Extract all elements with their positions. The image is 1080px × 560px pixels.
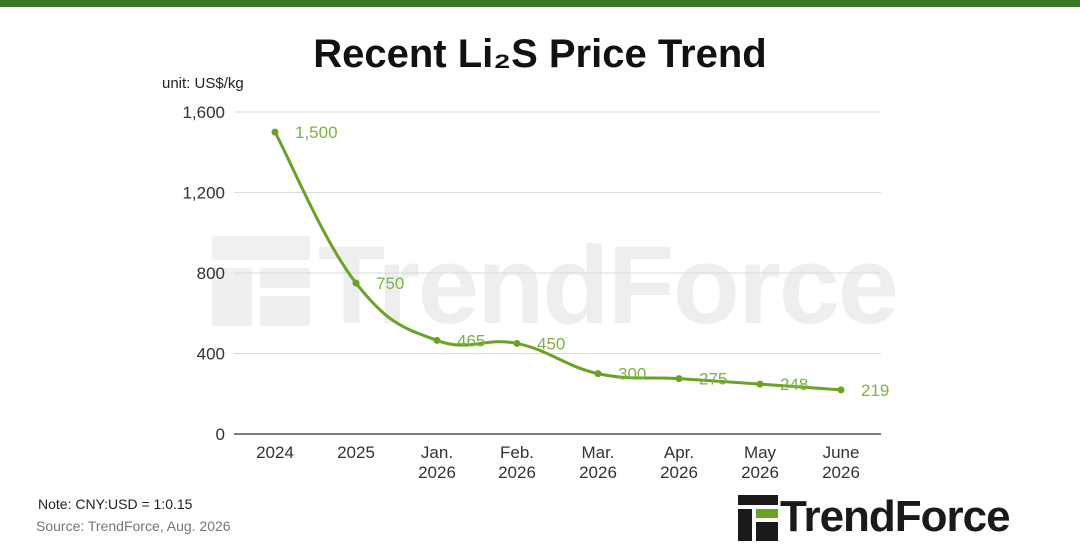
data-point [271, 128, 279, 136]
data-point [675, 375, 683, 383]
note-text: Note: CNY:USD = 1:0.15 [38, 496, 193, 512]
trendforce-logo-icon [738, 495, 778, 541]
x-tick-label: Apr. 2026 [660, 443, 698, 482]
data-point [756, 380, 764, 388]
data-label: 465 [457, 331, 485, 350]
data-label: 219 [861, 381, 889, 400]
x-tick-label: 2024 [256, 443, 294, 462]
data-label: 300 [618, 365, 646, 384]
x-tick-label: May 2026 [741, 443, 779, 482]
brand-name: TrendForce [780, 492, 1011, 541]
x-tick-label: Jan. 2026 [418, 443, 456, 482]
chart-title: Recent Li₂S Price Trend [313, 32, 767, 76]
y-tick-label: 0 [216, 425, 225, 444]
grid-lines [234, 111, 881, 435]
source-text: Source: TrendForce, Aug. 2026 [36, 518, 231, 534]
y-tick-label: 800 [197, 264, 225, 283]
data-label: 248 [780, 375, 808, 394]
data-label: 750 [376, 274, 404, 293]
y-tick-label: 1,600 [182, 103, 225, 122]
watermark-text: TrendForce [318, 224, 899, 347]
data-point [352, 279, 360, 287]
x-tick-label: Feb. 2026 [498, 443, 536, 482]
data-point [433, 336, 441, 344]
y-axis-unit-label: unit: US$/kg [162, 75, 244, 92]
data-points [271, 128, 845, 394]
data-label: 1,500 [295, 123, 338, 142]
y-tick-label: 1,200 [182, 184, 225, 203]
y-axis-ticks: 0 400 800 1,200 1,600 [182, 103, 225, 444]
data-labels: 1,500 750 465 450 300 275 248 219 [295, 123, 889, 400]
x-tick-label: June 2026 [822, 443, 860, 482]
x-tick-label: 2025 [337, 443, 375, 462]
data-label: 450 [537, 334, 565, 353]
data-point [513, 339, 521, 347]
data-label: 275 [699, 370, 727, 389]
data-point [594, 370, 602, 378]
top-accent-bar [0, 0, 1080, 7]
x-axis-ticks: 2024 2025 Jan. 2026 Feb. 2026 Mar. 2026 Apr. 2026… [256, 443, 860, 482]
data-point [837, 386, 845, 394]
x-tick-label: Mar. 2026 [579, 443, 617, 482]
y-tick-label: 400 [197, 345, 225, 364]
